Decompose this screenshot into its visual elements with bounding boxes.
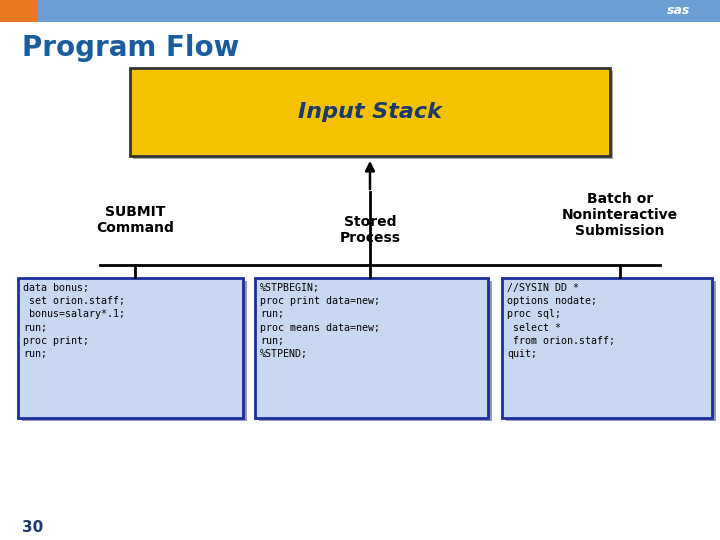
Text: Input Stack: Input Stack: [298, 102, 442, 122]
Bar: [255, 278, 488, 418]
Text: SUBMIT
Command: SUBMIT Command: [96, 205, 174, 235]
Text: 30: 30: [22, 521, 43, 536]
Bar: [502, 278, 712, 418]
Bar: [259, 281, 492, 421]
Text: data bonus;
 set orion.staff;
 bonus=salary*.1;
run;
proc print;
run;: data bonus; set orion.staff; bonus=salar…: [23, 283, 125, 359]
Bar: [506, 281, 716, 421]
Bar: [0, 0, 38, 22]
Text: Batch or
Noninteractive
Submission: Batch or Noninteractive Submission: [562, 192, 678, 238]
Bar: [22, 281, 247, 421]
Text: Program Flow: Program Flow: [22, 34, 239, 62]
Bar: [0, 0, 720, 22]
Text: //SYSIN DD *
options nodate;
proc sql;
 select *
 from orion.staff;
quit;: //SYSIN DD * options nodate; proc sql; s…: [507, 283, 615, 359]
Text: Stored
Process: Stored Process: [340, 215, 400, 245]
Text: %STPBEGIN;
proc print data=new;
run;
proc means data=new;
run;
%STPEND;: %STPBEGIN; proc print data=new; run; pro…: [260, 283, 380, 359]
Text: sas: sas: [667, 4, 690, 17]
Bar: [133, 71, 613, 159]
Bar: [18, 278, 243, 418]
Bar: [130, 68, 610, 156]
